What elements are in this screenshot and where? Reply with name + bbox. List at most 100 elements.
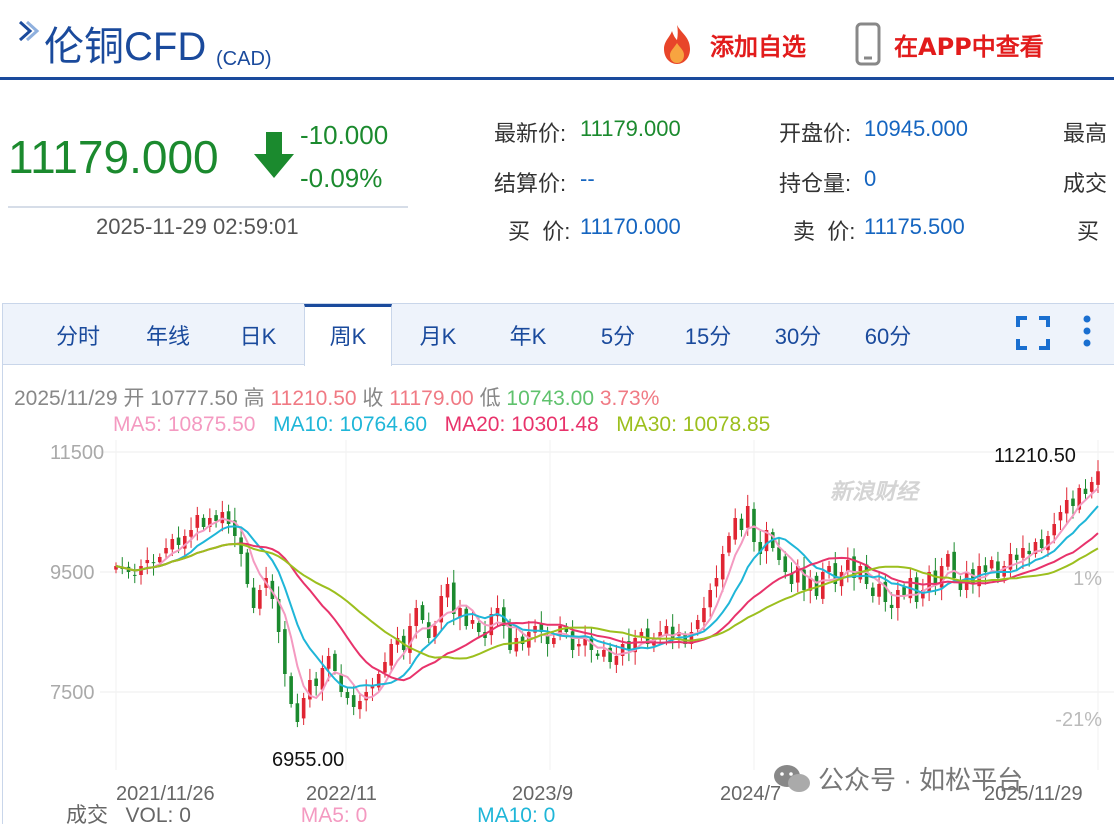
- candle-body: [1039, 539, 1044, 548]
- candle-body: [345, 692, 350, 698]
- candle-body: [1058, 512, 1063, 521]
- candle-body: [183, 536, 187, 549]
- open-interest-label: 持仓量:: [779, 171, 852, 196]
- sina-watermark: 新浪财经: [830, 480, 919, 505]
- ohlc-close-label: 收: [362, 387, 384, 410]
- candle-body: [727, 536, 731, 553]
- candle-body: [164, 548, 168, 554]
- ma5-legend: MA5: 10875.50: [113, 413, 256, 436]
- candle-body: [370, 686, 375, 689]
- high-label: 最高: [1063, 121, 1108, 146]
- down-arrow-icon: [254, 132, 294, 178]
- candle-body: [270, 580, 275, 599]
- candle-body: [927, 572, 931, 592]
- ohlc-summary: 2025/11/29 开 10777.50 高 11210.50 收 11179…: [14, 382, 659, 412]
- ohlc-high-label: 高: [243, 387, 265, 410]
- x-tick-label: 2025/11/29: [984, 783, 1083, 800]
- candle-body: [645, 628, 650, 644]
- candle-body: [852, 556, 856, 578]
- open-value: 10945.000: [864, 116, 968, 141]
- tab-weekly-k[interactable]: 周K: [304, 304, 392, 366]
- max-price-label: 11210.50: [994, 445, 1076, 467]
- candle-body: [620, 644, 625, 656]
- candle-body: [276, 599, 281, 632]
- candle-body: [1071, 498, 1075, 506]
- tab-yearly-k[interactable]: 年K: [509, 324, 547, 349]
- candle-body: [664, 626, 669, 636]
- ohlc-open-label: 开: [123, 387, 145, 410]
- candle-body: [157, 557, 162, 563]
- candle-body: [451, 582, 456, 614]
- tab-daily-k[interactable]: 日K: [239, 324, 277, 349]
- tab-60min[interactable]: 60分: [864, 324, 912, 349]
- more-options-icon[interactable]: [1080, 314, 1094, 350]
- candle-body: [996, 561, 1000, 578]
- view-in-app-button[interactable]: 在APP中查看: [852, 20, 1044, 68]
- candle-body: [639, 632, 644, 638]
- tab-5min[interactable]: 5分: [600, 324, 636, 349]
- candle-body: [214, 515, 218, 521]
- tab-intraday[interactable]: 分时: [55, 324, 100, 349]
- candle-body: [464, 608, 469, 626]
- candle-body: [758, 542, 763, 554]
- candle-body: [389, 644, 394, 666]
- candle-body: [883, 581, 888, 602]
- tab-30min[interactable]: 30分: [774, 324, 822, 349]
- candle-body: [1021, 548, 1025, 558]
- page-title: 伦铜CFD: [44, 25, 207, 69]
- candle-body: [921, 590, 925, 599]
- candle-body: [283, 629, 287, 674]
- candle-body: [902, 587, 906, 596]
- candle-body: [533, 626, 537, 633]
- candle-body: [508, 622, 512, 650]
- candle-body: [514, 638, 519, 652]
- ma-legend: MA5: 10875.50 MA10: 10764.60 MA20: 10301…: [113, 413, 770, 437]
- tab-yearline[interactable]: 年线: [145, 324, 190, 349]
- x-tick-label: 2023/9: [512, 783, 573, 800]
- fullscreen-icon[interactable]: [1016, 316, 1050, 350]
- candle-body: [408, 626, 412, 653]
- candle-body: [889, 604, 894, 608]
- price-change-pct: -0.09%: [300, 163, 383, 193]
- candle-body: [720, 554, 725, 580]
- page-subtitle: (CAD): [216, 48, 272, 70]
- tab-monthly-k[interactable]: 月K: [419, 324, 457, 349]
- min-price-label: 6955.00: [272, 749, 344, 771]
- candle-body: [833, 563, 838, 584]
- latest-value: 11179.000: [580, 116, 681, 141]
- candle-body: [1052, 524, 1057, 536]
- candle-body: [558, 626, 562, 636]
- view-in-app-label: 在APP中查看: [894, 32, 1044, 61]
- candle-body: [439, 596, 444, 623]
- header-divider: [0, 77, 1114, 80]
- add-watchlist-button[interactable]: 添加自选: [654, 20, 806, 68]
- latest-label: 最新价:: [494, 121, 567, 146]
- candle-body: [320, 668, 325, 690]
- tab-15min[interactable]: 15分: [684, 324, 732, 349]
- ohlc-low: 10743.00: [506, 387, 594, 410]
- open-interest-value: 0: [864, 166, 877, 191]
- candle-body: [201, 517, 206, 527]
- candle-body: [745, 506, 750, 528]
- candle-body: [670, 626, 675, 638]
- candle-body: [314, 678, 318, 686]
- settle-label: 结算价:: [494, 171, 567, 196]
- candle-body: [420, 605, 425, 620]
- add-watchlist-label: 添加自选: [710, 32, 806, 61]
- candle-body: [689, 632, 694, 644]
- candle-body: [476, 622, 481, 632]
- candle-body: [189, 530, 193, 537]
- candle-body: [414, 608, 419, 626]
- chart-panel: [2, 303, 1114, 824]
- ohlc-low-label: 低: [479, 387, 501, 410]
- candle-body: [458, 608, 462, 618]
- candle-body: [733, 518, 738, 540]
- ma30-line: [115, 542, 1099, 660]
- candle-body: [114, 566, 118, 570]
- candle-body: [395, 638, 400, 645]
- candle-body: [333, 653, 337, 671]
- candle-body: [570, 631, 575, 650]
- candle-body: [552, 638, 556, 644]
- candle-body: [1077, 488, 1082, 510]
- wechat-watermark-text: 公众号 · 如松平台: [818, 765, 1024, 795]
